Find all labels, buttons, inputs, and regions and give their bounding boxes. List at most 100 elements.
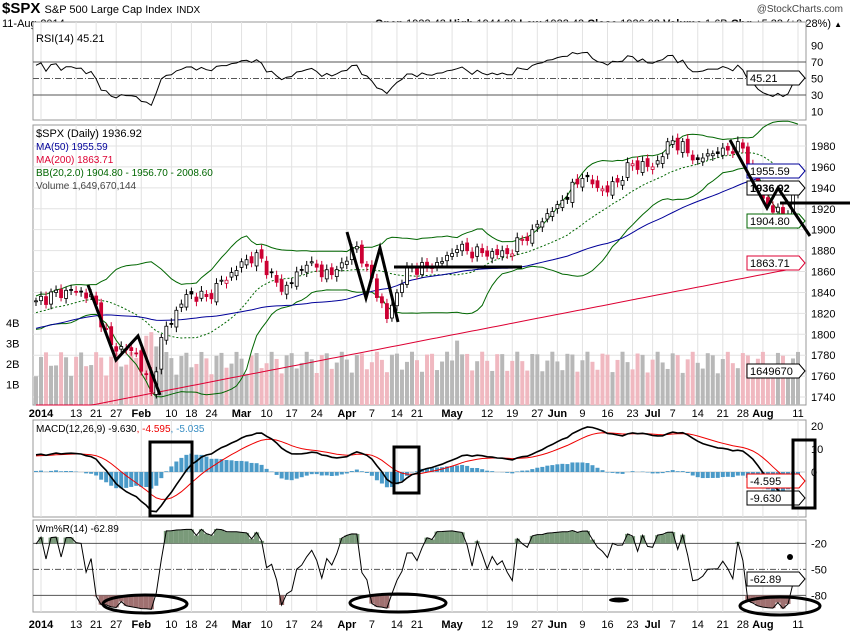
macd-hist-bar — [109, 472, 114, 486]
volume-bar — [505, 370, 510, 405]
volume-bar — [379, 359, 384, 405]
annotation-box — [791, 438, 817, 510]
volume-bar — [279, 373, 284, 405]
wr-overbought-fill — [229, 531, 235, 544]
volume-bar — [650, 359, 655, 405]
wr-overbought-fill — [449, 530, 455, 544]
candle — [440, 261, 444, 264]
candle — [364, 263, 369, 267]
volume-bar — [610, 372, 615, 405]
symbol: $SPX — [2, 0, 41, 17]
date-tick-label: 28 — [737, 619, 749, 631]
macd-hist-bar — [560, 463, 565, 472]
rsi-tick-label: 30 — [811, 90, 823, 102]
volume-bar — [104, 375, 109, 405]
macd-hist-bar — [34, 470, 38, 472]
wr-overbought-fill — [193, 535, 199, 544]
volume-bar — [334, 362, 339, 405]
header-title: $SPX S&P 500 Large Cap Index INDX — [2, 0, 200, 19]
wr-overbought-fill — [680, 534, 686, 544]
volume-bar — [249, 355, 254, 405]
wr-overbought-fill — [589, 539, 595, 544]
macd-hist-bar — [525, 470, 530, 472]
date-tick-label: 24 — [311, 619, 323, 631]
price-tag-wr — [746, 571, 806, 587]
macd-hist-bar — [349, 471, 354, 472]
wr-oversold-fill — [775, 595, 781, 603]
macd-hist-bar — [284, 472, 289, 480]
price-tick-label: 1860 — [811, 267, 835, 279]
date-tick-label: 24 — [205, 619, 217, 631]
wr-tick-label: -80 — [811, 590, 827, 602]
date-tick-label: May — [441, 619, 463, 631]
date-tick-label: 13 — [70, 408, 82, 420]
macd-hist-bar — [670, 470, 675, 472]
candle — [615, 178, 620, 183]
price-tick-label: 1880 — [811, 246, 835, 258]
candle — [74, 290, 79, 293]
macd-hist-bar — [680, 471, 685, 472]
volume-bar — [219, 352, 224, 405]
macd-hist-bar — [324, 472, 329, 476]
wr-oversold-fill — [118, 595, 124, 602]
wr-oversold-fill — [108, 595, 114, 607]
macd-hist-bar — [254, 463, 259, 472]
wr-overbought-fill — [188, 529, 194, 544]
macd-hist-bar — [590, 465, 595, 472]
date-tick-label: 18 — [185, 408, 197, 420]
volume-bar — [264, 363, 269, 405]
date-tick-label: 14 — [692, 619, 704, 631]
volume-bar — [134, 357, 139, 405]
candle — [510, 253, 515, 257]
volume-bar — [645, 372, 650, 405]
macd-hist-bar — [249, 462, 254, 472]
candle — [234, 270, 239, 277]
macd-hist-bar — [214, 458, 219, 472]
price-legend: $SPX (Daily) 1936.92 — [36, 128, 142, 140]
macd-hist-bar — [154, 472, 159, 486]
volume-bar — [720, 359, 725, 405]
date-tick-label: 21 — [411, 408, 423, 420]
volume-bar — [314, 373, 319, 405]
macd-hist-bar — [440, 467, 445, 472]
annotation-box — [392, 445, 421, 495]
wr-overbought-fill — [344, 535, 350, 544]
price-tag-macd — [746, 490, 806, 506]
volume-bar — [655, 351, 660, 405]
macd-hist-bar — [164, 471, 169, 472]
candle — [169, 323, 174, 325]
date-tick-label: 7 — [369, 619, 375, 631]
macd-hist-bar — [119, 472, 124, 489]
date-tick-label: 24 — [205, 408, 217, 420]
candle — [39, 295, 43, 302]
macd-tick-label: 10 — [811, 444, 823, 456]
candle — [359, 244, 364, 264]
volume-bar — [510, 360, 515, 405]
wr-oversold-fill — [98, 595, 104, 605]
candle — [605, 185, 610, 193]
volume-bar — [269, 351, 274, 405]
volume-bar — [545, 360, 550, 405]
candle — [179, 303, 184, 308]
wr-legend: Wm%R(14) -62.89 — [36, 524, 119, 535]
macd-hist-bar — [535, 467, 540, 472]
rsi-tick-label: 70 — [811, 57, 823, 69]
macd-hist-bar — [460, 464, 465, 472]
price-tag-label-macd: -9.630 — [750, 493, 781, 505]
volume-bar — [575, 371, 580, 405]
volume-bar — [404, 361, 409, 405]
volume-bar — [535, 354, 540, 405]
index-name: S&P 500 Large Cap Index — [44, 4, 173, 16]
candle — [465, 242, 470, 252]
wr-overbought-fill — [640, 535, 646, 544]
macd-hist-bar — [465, 465, 470, 472]
candle — [555, 204, 560, 209]
date-tick-label: Mar — [232, 619, 252, 631]
date-tick-label: 9 — [579, 408, 585, 420]
volume-bar — [409, 351, 414, 405]
price-tag-ma200 — [746, 255, 806, 271]
volume-bar — [339, 351, 344, 405]
macd-hist-bar — [234, 460, 239, 472]
wr-overbought-fill — [454, 531, 460, 544]
